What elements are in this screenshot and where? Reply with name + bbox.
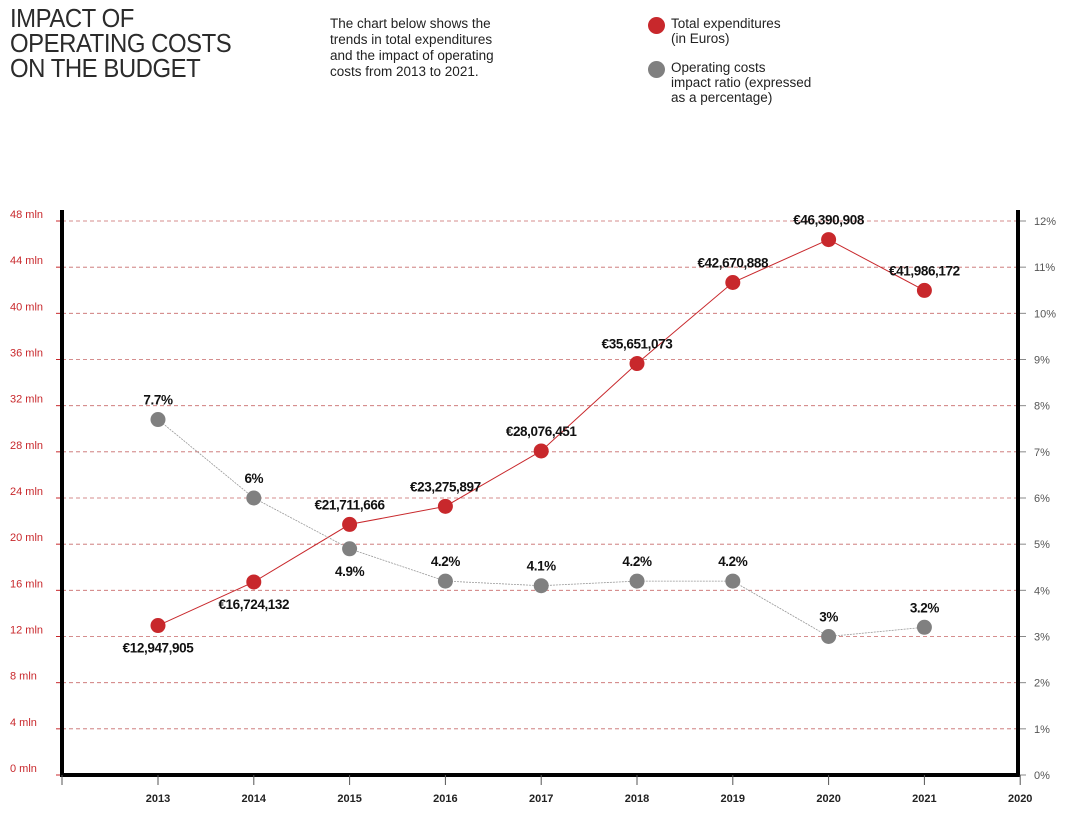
expenditure-data-label: €21,711,666 [315,497,386,512]
expenditure-data-label: €23,275,897 [410,479,481,494]
x-axis-tick-label: 2015 [337,793,361,805]
legend-label-expenditures: Total expenditures (in Euros) [671,16,781,46]
right-axis-tick-label: 9% [1034,355,1050,367]
legend-item-operating-costs: Operating costs impact ratio (expressed … [648,60,861,105]
right-axis-tick-label: 2% [1034,678,1050,690]
operating-cost-data-label: 4.2% [622,554,652,569]
expenditure-data-label: €41,986,172 [889,263,960,278]
right-axis-tick-label: 12% [1034,216,1056,228]
right-axis-tick-label: 10% [1034,308,1056,320]
left-axis-tick-label: 48 mln [10,209,43,221]
expenditure-data-label: €42,670,888 [697,256,769,271]
expenditure-point [821,232,837,248]
expenditure-point [916,282,932,298]
expenditure-point [246,574,262,590]
operating-cost-data-label: 4.2% [718,554,748,569]
expenditure-data-label: €28,076,451 [506,424,578,439]
left-axis-tick-label: 0 mln [10,763,37,775]
operating-cost-point [533,578,549,594]
left-axis-tick-label: 4 mln [10,717,37,729]
legend-item-expenditures: Total expenditures (in Euros) [648,16,861,46]
right-axis-tick-label: 6% [1034,493,1050,505]
operating-cost-data-label: 3% [819,610,838,625]
operating-cost-point [437,573,453,589]
x-axis-tick-label: 2019 [721,793,745,805]
right-axis-tick-label: 4% [1034,585,1050,597]
operating-cost-data-label: 4.9% [335,564,365,579]
expenditure-point [342,516,358,532]
chart-description: The chart below shows the trends in tota… [330,16,494,79]
left-axis-tick-label: 24 mln [10,486,43,498]
x-axis-tick-label: 2020 [816,793,840,805]
expenditure-data-label: €35,651,073 [602,337,674,352]
red-dot-icon [648,17,665,34]
operating-cost-point [916,619,932,635]
left-axis-tick-label: 32 mln [10,394,43,406]
left-axis-tick-label: 20 mln [10,532,43,544]
operating-cost-data-label: 3.2% [910,600,940,615]
right-axis-tick-label: 0% [1034,770,1050,782]
operating-cost-data-label: 7.7% [143,393,173,408]
x-axis-tick-label: 2014 [242,793,267,805]
x-axis-tick-label: 2017 [529,793,553,805]
gray-dot-icon [648,61,665,78]
x-axis-tick-label: 2016 [433,793,457,805]
expenditure-point [725,275,741,291]
operating-cost-point [821,629,837,644]
right-axis-tick-label: 7% [1034,447,1050,459]
operating-cost-point [246,490,262,506]
expenditure-data-label: €46,390,908 [793,213,865,228]
expenditure-data-label: €16,724,132 [218,597,289,612]
operating-cost-data-label: 4.2% [431,554,461,569]
x-axis-tick-label: 2018 [625,793,649,805]
left-axis-tick-label: 36 mln [10,348,43,360]
x-axis-tick-label: 2021 [912,793,936,805]
left-axis-tick-label: 28 mln [10,440,43,452]
left-axis-tick-label: 12 mln [10,625,43,637]
operating-cost-data-label: 4.1% [527,559,557,574]
right-axis-tick-label: 11% [1034,262,1055,274]
expenditure-point [150,618,166,634]
expenditure-point [629,356,645,372]
legend-label-operating-costs: Operating costs impact ratio (expressed … [671,60,812,105]
operating-cost-point [725,573,741,589]
right-axis-tick-label: 5% [1034,539,1050,551]
right-axis-tick-label: 3% [1034,632,1050,644]
x-axis-tick-label: 2020 [1008,793,1032,805]
expenditure-point [437,498,453,514]
left-axis-tick-label: 8 mln [10,671,37,683]
operating-cost-data-label: 6% [244,471,263,486]
page-title: IMPACT OF OPERATING COSTS ON THE BUDGET [10,3,232,83]
left-axis-tick-label: 40 mln [10,301,43,313]
operating-cost-point [150,412,166,428]
expenditure-point [533,443,549,459]
operating-cost-point [342,541,358,557]
x-axis-tick-label: 2013 [146,793,170,805]
operating-cost-point [629,573,645,589]
left-axis-tick-label: 16 mln [10,578,43,590]
expenditure-data-label: €12,947,905 [123,641,195,656]
right-axis-tick-label: 1% [1034,724,1050,736]
right-axis-tick-label: 8% [1034,401,1050,413]
left-axis-tick-label: 44 mln [10,255,43,267]
